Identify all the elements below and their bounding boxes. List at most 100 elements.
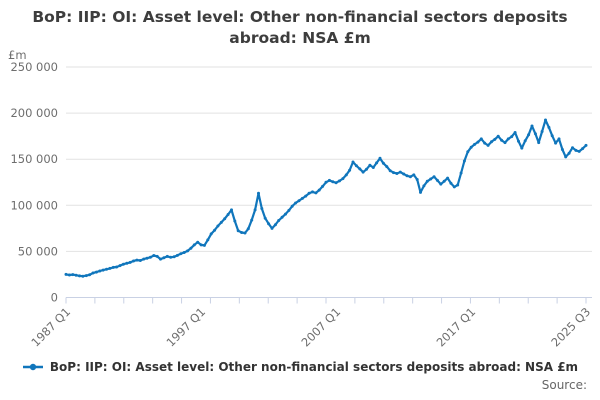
- x-axis-tick-label: 1987 Q1: [28, 305, 73, 350]
- data-point-marker: [449, 181, 453, 185]
- data-point-marker: [277, 219, 281, 222]
- data-point-marker: [240, 231, 244, 234]
- data-point-marker: [132, 259, 135, 263]
- data-point-marker: [435, 178, 439, 182]
- data-point-marker: [388, 169, 392, 173]
- data-point-marker: [219, 220, 223, 224]
- data-point-marker: [186, 249, 190, 253]
- data-point-marker: [338, 179, 341, 183]
- data-point-marker: [496, 134, 500, 138]
- data-point-marker: [98, 269, 102, 273]
- data-point-marker: [243, 231, 247, 235]
- data-point-marker: [300, 196, 304, 200]
- data-point-marker: [503, 141, 507, 145]
- data-point-marker: [226, 213, 230, 216]
- data-point-marker: [520, 146, 524, 150]
- y-axis-unit-label: £m: [8, 48, 27, 62]
- data-point-marker: [402, 172, 406, 176]
- data-point-marker: [334, 181, 338, 185]
- data-point-marker: [311, 190, 314, 194]
- data-point-marker: [429, 177, 433, 181]
- data-point-marker: [540, 130, 544, 133]
- data-point-marker: [577, 149, 581, 153]
- data-point-marker: [290, 204, 294, 208]
- data-point-marker: [202, 243, 206, 247]
- data-point-marker: [145, 256, 149, 260]
- x-axis-tick-label: 2007 Q1: [298, 305, 343, 350]
- data-point-marker: [348, 168, 352, 172]
- data-point-marker: [199, 243, 203, 247]
- data-point-marker: [560, 148, 564, 151]
- data-point-marker: [351, 160, 355, 164]
- data-point-marker: [182, 251, 186, 254]
- data-point-marker: [121, 262, 125, 266]
- data-point-marker: [469, 145, 473, 149]
- data-point-marker: [165, 254, 169, 258]
- data-point-marker: [419, 190, 422, 194]
- data-point-marker: [425, 179, 429, 183]
- data-point-marker: [571, 146, 574, 150]
- data-point-marker: [280, 215, 284, 219]
- data-point-marker: [459, 171, 463, 175]
- data-point-marker: [94, 270, 98, 274]
- data-point-marker: [317, 188, 321, 192]
- data-point-marker: [483, 141, 487, 145]
- data-point-marker: [408, 175, 412, 179]
- data-point-marker: [192, 243, 196, 247]
- data-point-marker: [567, 151, 571, 155]
- data-point-marker: [71, 273, 75, 277]
- data-point-marker: [209, 232, 213, 236]
- data-point-marker: [395, 172, 399, 175]
- data-point-marker: [74, 273, 78, 277]
- data-point-marker: [412, 173, 416, 177]
- data-point-marker: [175, 253, 179, 257]
- data-point-marker: [439, 182, 443, 186]
- x-axis-tick-label: 2025 Q3: [548, 305, 593, 350]
- data-point-marker: [155, 254, 159, 258]
- data-point-marker: [84, 274, 88, 278]
- data-point-marker: [216, 224, 220, 228]
- chart-title-line2: abroad: NSA £m: [229, 28, 371, 47]
- data-point-marker: [462, 159, 466, 163]
- data-point-marker: [500, 138, 504, 142]
- data-point-marker: [253, 208, 257, 212]
- y-axis-tick-label: 150 000: [10, 152, 58, 166]
- data-point-marker: [365, 167, 368, 171]
- data-point-marker: [78, 274, 81, 278]
- data-point-marker: [138, 259, 142, 262]
- data-point-marker: [236, 229, 240, 233]
- data-point-marker: [513, 131, 517, 134]
- data-point-marker: [422, 184, 426, 188]
- data-point-marker: [142, 257, 146, 261]
- data-point-marker: [223, 217, 227, 221]
- data-point-marker: [517, 139, 520, 143]
- data-point-marker: [405, 174, 409, 178]
- data-point-marker: [189, 246, 193, 250]
- data-point-marker: [179, 252, 183, 256]
- data-point-marker: [584, 143, 588, 147]
- data-point-marker: [260, 207, 264, 210]
- data-point-marker: [490, 140, 493, 144]
- data-point-marker: [270, 226, 274, 230]
- data-point-marker: [81, 274, 85, 278]
- data-point-marker: [128, 260, 132, 264]
- data-point-marker: [506, 137, 510, 141]
- data-point-marker: [557, 137, 561, 141]
- data-point-marker: [415, 178, 419, 181]
- legend: BoP: IIP: OI: Asset level: Other non-fin…: [0, 360, 600, 374]
- data-point-marker: [67, 273, 71, 277]
- data-point-marker: [196, 240, 200, 244]
- data-point-marker: [378, 156, 382, 160]
- data-point-marker: [344, 173, 348, 177]
- data-point-marker: [368, 163, 372, 167]
- data-point-marker: [341, 177, 345, 181]
- data-point-marker: [432, 175, 436, 179]
- data-point-marker: [331, 180, 335, 184]
- legend-line-marker-icon: [22, 363, 43, 371]
- data-point-marker: [159, 257, 162, 261]
- data-point-marker: [466, 150, 470, 154]
- data-point-marker: [284, 212, 287, 216]
- data-point-marker: [135, 258, 139, 262]
- data-point-marker: [537, 141, 541, 145]
